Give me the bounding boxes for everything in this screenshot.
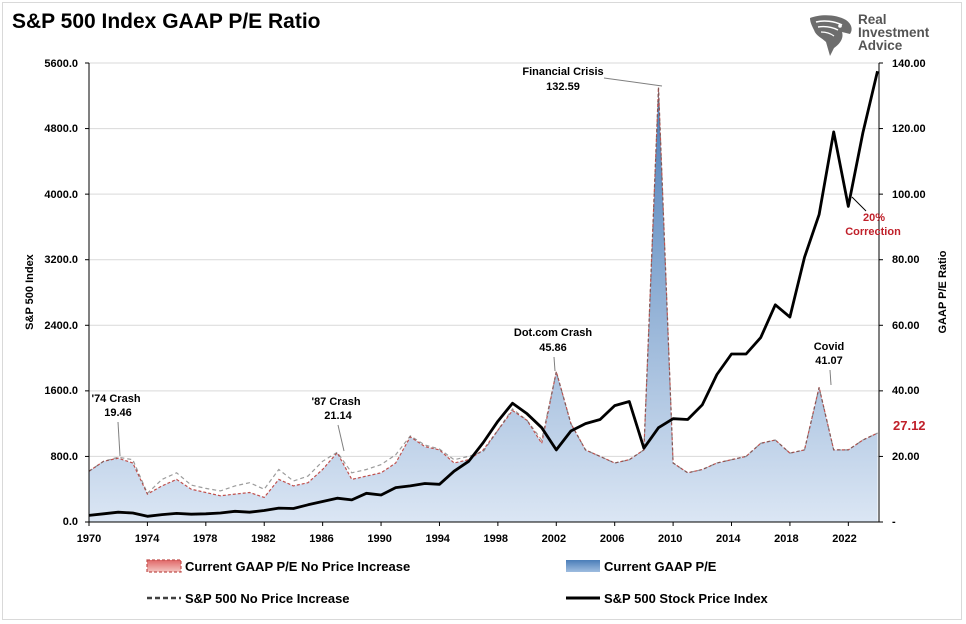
x-tick: 1990 [367, 533, 391, 545]
series-line-sp500-stock-price-index [88, 70, 879, 518]
y-right-tick: - [892, 516, 896, 528]
y-left-tick: 5600.0 [44, 58, 78, 70]
annotation-label: 20% [863, 212, 885, 224]
y-right-tick: 120.00 [892, 123, 926, 135]
grid-lines [89, 62, 879, 457]
series-area-current-gaap-pe [89, 87, 878, 523]
annotation-label: '74 Crash [91, 393, 140, 405]
current-pe-label: 27.12 [893, 418, 926, 433]
annotation-label: Covid [814, 341, 845, 353]
legend-label: S&P 500 No Price Increase [185, 591, 350, 606]
annotation-value: 21.14 [324, 410, 352, 422]
legend-label: Current GAAP P/E No Price Increase [185, 559, 410, 574]
legend-item: S&P 500 Stock Price Index [566, 591, 769, 606]
index-line-layer [88, 70, 879, 518]
annotation-dotcom-crash: Dot.com Crash 45.86 [514, 327, 593, 372]
y-right-tick: 140.00 [892, 58, 926, 70]
pe-area-layer [88, 87, 878, 523]
y-left-tick: 4000.0 [44, 189, 78, 201]
annotation-financial-crisis: Financial Crisis 132.59 [522, 66, 663, 93]
annotation-value: 45.86 [539, 342, 567, 354]
y-right-axis-title: GAAP P/E Ratio [937, 250, 949, 333]
legend-swatch [146, 559, 182, 573]
series-line-gaap-pe-no-price-increase [88, 87, 878, 499]
x-tick: 1970 [77, 533, 101, 545]
page-title: S&P 500 Index GAAP P/E Ratio [12, 10, 321, 33]
annotation-leader [337, 424, 345, 452]
brand-logo: Real Investment Advice [806, 12, 946, 58]
annotation-leader [117, 421, 121, 457]
legend-item: S&P 500 No Price Increase [147, 591, 350, 606]
x-tick: 2022 [832, 533, 856, 545]
annotation-87-crash: '87 Crash 21.14 [311, 396, 361, 452]
annotation-value: 19.46 [104, 407, 132, 419]
x-tick: 1982 [251, 533, 275, 545]
x-tick: 2006 [600, 533, 624, 545]
annotation-leader [851, 196, 867, 212]
y-left-axis-title: S&P 500 Index [24, 253, 36, 329]
legend-item: Current GAAP P/E No Price Increase [146, 559, 410, 574]
legend-label: S&P 500 Stock Price Index [604, 591, 769, 606]
x-tick: 2002 [542, 533, 566, 545]
logo-line: Real [858, 12, 887, 27]
series-line-sp500-no-price-increase [88, 87, 878, 495]
annotation-covid: Covid 41.07 [814, 341, 845, 386]
y-right-tick: 20.00 [892, 451, 920, 463]
annotation-label: Dot.com Crash [514, 327, 593, 339]
x-tick: 2010 [658, 533, 682, 545]
y-left-tick: 3200.0 [44, 254, 78, 266]
y-left-tick: 1600.0 [44, 385, 78, 397]
logo-text: Real Investment Advice [858, 12, 930, 53]
x-tick: 1994 [425, 533, 450, 545]
annotation-leader [553, 356, 556, 372]
y-right-tick: 100.00 [892, 189, 926, 201]
annotation-74-crash: '74 Crash 19.46 [91, 393, 141, 457]
legend-item: Current GAAP P/E [566, 559, 717, 574]
annotation-leader [603, 77, 663, 87]
annotation-value: Correction [845, 226, 901, 238]
axes [85, 62, 883, 526]
annotation-value: 132.59 [546, 81, 580, 93]
legend-label: Current GAAP P/E [604, 559, 717, 574]
y-left-tick: 800.0 [50, 451, 78, 463]
annotation-leader [829, 369, 832, 386]
eagle-head-icon [810, 15, 852, 56]
y-left-tick: 2400.0 [44, 320, 78, 332]
y-left-tick: 4800.0 [44, 123, 78, 135]
x-tick: 1978 [193, 533, 217, 545]
annotation-label: '87 Crash [311, 396, 360, 408]
legend: Current GAAP P/E No Price Increase Curre… [146, 559, 769, 606]
annotation-20-correction: 20% Correction [845, 196, 901, 238]
x-tick: 1986 [309, 533, 333, 545]
logo-line: Investment [858, 25, 930, 40]
x-tick: 1974 [135, 533, 160, 545]
annotation-label: Financial Crisis [522, 66, 603, 78]
legend-swatch [566, 560, 600, 572]
x-tick: 2014 [716, 533, 741, 545]
logo-line: Advice [858, 38, 903, 53]
y-left-tick: 0.0 [63, 516, 78, 528]
annotation-value: 41.07 [815, 355, 843, 367]
y-right-tick: 60.00 [892, 320, 920, 332]
y-right-tick: 40.00 [892, 385, 920, 397]
x-tick: 2018 [774, 533, 798, 545]
x-tick: 1998 [484, 533, 508, 545]
y-right-tick: 80.00 [892, 254, 920, 266]
